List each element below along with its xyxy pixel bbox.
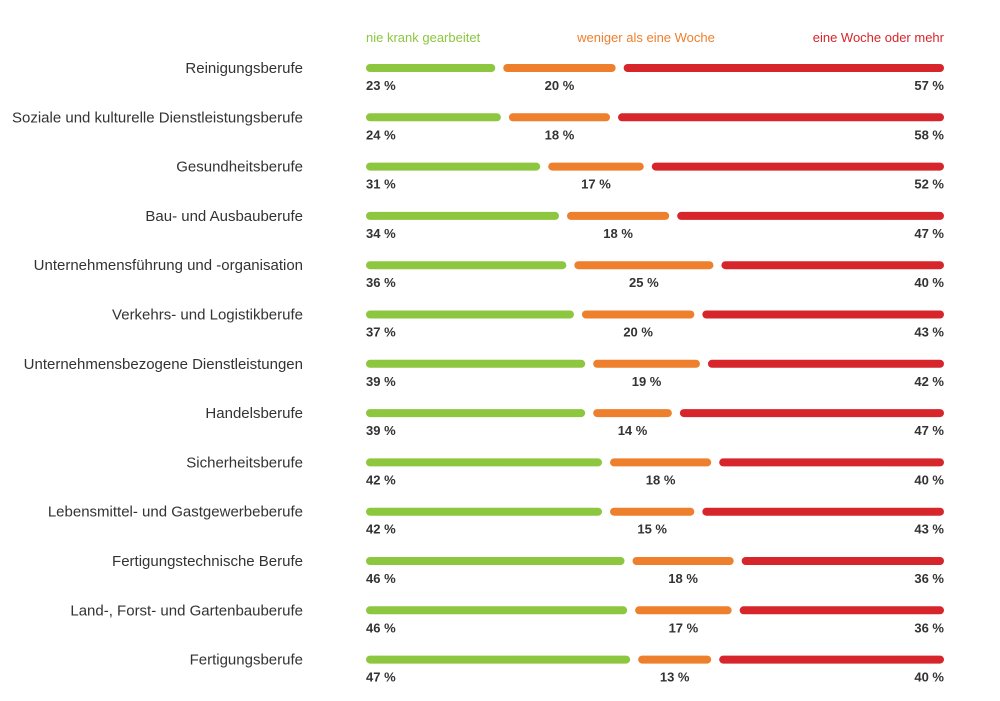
value-label-2: 42 %	[914, 374, 944, 389]
chart-row: Lebensmittel- und Gastgewerbeberufe 42 % 1…	[48, 504, 945, 537]
value-label-1: 20 %	[623, 325, 653, 340]
category-label: Gesundheitsberufe	[176, 159, 303, 176]
chart-row: Bau- und Ausbauberufe 34 % 18 % 47 %	[145, 208, 944, 241]
value-label-0: 37 %	[366, 325, 396, 340]
value-label-1: 19 %	[632, 374, 662, 389]
chart-row: Unternehmensführung und -organisation 36 …	[34, 257, 945, 290]
value-label-2: 58 %	[914, 127, 944, 142]
value-label-0: 42 %	[366, 522, 396, 537]
value-label-0: 23 %	[366, 78, 396, 93]
value-label-0: 39 %	[366, 423, 396, 438]
value-label-0: 36 %	[366, 275, 396, 290]
category-label: Sicherheitsberufe	[186, 454, 303, 471]
value-label-1: 20 %	[545, 78, 575, 93]
value-label-1: 13 %	[660, 670, 690, 685]
value-label-0: 34 %	[366, 226, 396, 241]
chart-row: Land-, Forst- und Gartenbauberufe 46 % 17 …	[70, 602, 944, 635]
category-label: Reinigungsberufe	[185, 60, 303, 77]
legend: nie krank gearbeitet weniger als eine Woc…	[366, 30, 945, 45]
value-label-2: 40 %	[914, 472, 944, 487]
value-label-1: 25 %	[629, 275, 659, 290]
value-label-2: 52 %	[914, 177, 944, 192]
value-label-1: 15 %	[637, 522, 667, 537]
chart-row: Fertigungsberufe 47 % 13 % 40 %	[190, 652, 945, 685]
value-label-2: 40 %	[914, 275, 944, 290]
value-label-0: 46 %	[366, 571, 396, 586]
value-label-0: 31 %	[366, 177, 396, 192]
value-label-2: 43 %	[914, 325, 944, 340]
chart-row: Soziale und kulturelle Dienstleistungsbe…	[12, 109, 944, 142]
value-label-1: 14 %	[618, 423, 648, 438]
chart-rows: Reinigungsberufe 23 % 20 % 57 % Soziale und …	[12, 60, 944, 685]
category-label: Handelsberufe	[205, 405, 303, 422]
value-label-2: 36 %	[914, 571, 944, 586]
category-label: Lebensmittel- und Gastgewerbeberufe	[48, 504, 303, 521]
value-label-1: 18 %	[603, 226, 633, 241]
category-label: Fertigungsberufe	[190, 652, 303, 669]
legend-item-2: eine Woche oder mehr	[813, 30, 945, 45]
value-label-0: 42 %	[366, 472, 396, 487]
value-label-2: 47 %	[914, 423, 944, 438]
category-label: Unternehmensbezogene Dienstleistungen	[24, 356, 303, 373]
value-label-1: 18 %	[545, 127, 575, 142]
chart-row: Reinigungsberufe 23 % 20 % 57 %	[185, 60, 944, 93]
value-label-1: 18 %	[668, 571, 698, 586]
category-label: Unternehmensführung und -organisation	[34, 257, 303, 274]
value-label-0: 39 %	[366, 374, 396, 389]
category-label: Bau- und Ausbauberufe	[145, 208, 303, 225]
value-label-1: 18 %	[646, 472, 676, 487]
value-label-0: 24 %	[366, 127, 396, 142]
category-label: Verkehrs- und Logistikberufe	[112, 307, 303, 324]
chart-row: Fertigungstechnische Berufe 46 % 18 % 36 %	[112, 553, 944, 586]
legend-item-0: nie krank gearbeitet	[366, 30, 481, 45]
value-label-1: 17 %	[669, 620, 699, 635]
chart-row: Gesundheitsberufe 31 % 17 % 52 %	[176, 159, 944, 192]
value-label-2: 57 %	[914, 78, 944, 93]
value-label-2: 36 %	[914, 620, 944, 635]
value-label-2: 40 %	[914, 670, 944, 685]
value-label-0: 47 %	[366, 670, 396, 685]
value-label-0: 46 %	[366, 620, 396, 635]
value-label-1: 17 %	[581, 177, 611, 192]
category-label: Soziale und kulturelle Dienstleistungsbe…	[12, 109, 303, 126]
category-label: Fertigungstechnische Berufe	[112, 553, 303, 570]
chart-row: Sicherheitsberufe 42 % 18 % 40 %	[186, 454, 944, 487]
chart-row: Verkehrs- und Logistikberufe 37 % 20 % 43 %	[112, 307, 944, 340]
value-label-2: 43 %	[914, 522, 944, 537]
legend-item-1: weniger als eine Woche	[576, 30, 715, 45]
category-label: Land-, Forst- und Gartenbauberufe	[70, 602, 303, 619]
chart-row: Handelsberufe 39 % 14 % 47 %	[205, 405, 944, 438]
value-label-2: 47 %	[914, 226, 944, 241]
chart-row: Unternehmensbezogene Dienstleistungen 39 …	[24, 356, 945, 389]
